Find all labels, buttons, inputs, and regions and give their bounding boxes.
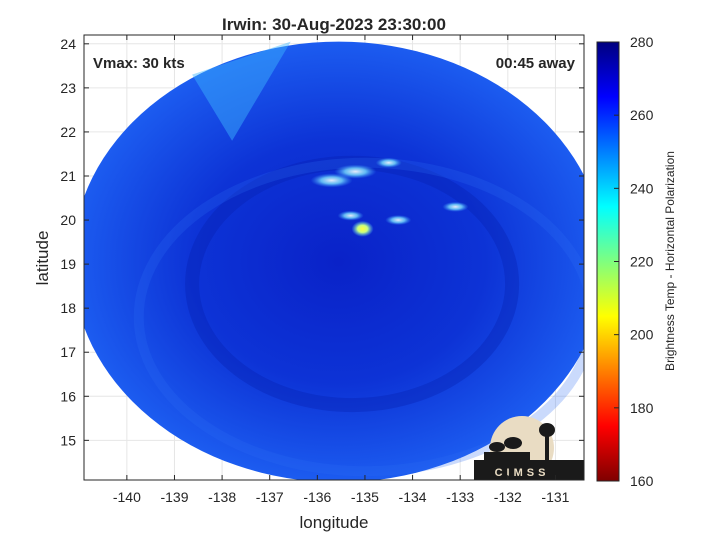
y-tick-label-4: 19 bbox=[60, 256, 76, 272]
chart-title: Irwin: 30-Aug-2023 23:30:00 bbox=[222, 15, 446, 34]
microwave-swath bbox=[84, 41, 584, 480]
x-tick-label-2: -138 bbox=[208, 489, 236, 505]
y-tick-label-5: 20 bbox=[60, 212, 76, 228]
x-tick-label-1: -139 bbox=[160, 489, 188, 505]
x-tick-label-0: -140 bbox=[113, 489, 141, 505]
x-tick-label-6: -134 bbox=[399, 489, 427, 505]
colorbar-label: Brightness Temp - Horizontal Polarizatio… bbox=[663, 151, 677, 371]
colorbar-tick-label-5: 260 bbox=[630, 107, 654, 123]
convective-feature-3 bbox=[310, 173, 353, 188]
x-tick-label-8: -132 bbox=[494, 489, 522, 505]
convective-feature-1 bbox=[337, 210, 364, 221]
convective-feature-4 bbox=[375, 157, 402, 168]
vmax-annotation: Vmax: 30 kts bbox=[93, 55, 185, 72]
scan-wedge bbox=[192, 41, 291, 141]
colorbar-tick-label-1: 180 bbox=[630, 400, 654, 416]
convective-feature-0 bbox=[351, 220, 374, 237]
convective-feature-5 bbox=[385, 215, 412, 226]
colorbar-ticks: 160 180 200 220 240 260 280 bbox=[614, 34, 654, 489]
colorbar-tick-label-6: 280 bbox=[630, 34, 654, 50]
colorbar-tick-label-0: 160 bbox=[630, 473, 654, 489]
swath-layer bbox=[84, 41, 584, 480]
x-tick-label-7: -133 bbox=[446, 489, 474, 505]
colorbar-tick-label-2: 200 bbox=[630, 327, 654, 343]
y-tick-label-6: 21 bbox=[60, 168, 76, 184]
y-axis-label: latitude bbox=[33, 231, 52, 286]
y-tick-label-9: 24 bbox=[60, 36, 76, 52]
axes-box bbox=[83, 34, 585, 481]
logo-text: CIMSS bbox=[495, 467, 550, 479]
axis-ticks: -140 -139 -138 -137 -136 -135 -134 -133 -132 -131… bbox=[60, 35, 584, 505]
convective-feature-6 bbox=[442, 201, 469, 212]
x-tick-label-5: -135 bbox=[351, 489, 379, 505]
time-away-annotation: 00:45 away bbox=[496, 55, 576, 72]
x-tick-label-3: -137 bbox=[256, 489, 284, 505]
y-tick-label-1: 16 bbox=[60, 388, 76, 404]
y-tick-label-2: 17 bbox=[60, 344, 76, 360]
y-tick-label-3: 18 bbox=[60, 300, 76, 316]
colorbar-tick-label-3: 220 bbox=[630, 254, 654, 270]
y-tick-label-8: 23 bbox=[60, 80, 76, 96]
x-axis-label: longitude bbox=[299, 513, 368, 532]
y-tick-label-0: 15 bbox=[60, 432, 76, 448]
y-tick-label-7: 22 bbox=[60, 124, 76, 140]
colorbar-tick-label-4: 240 bbox=[630, 180, 654, 196]
x-tick-label-4: -136 bbox=[303, 489, 331, 505]
rainband-ring bbox=[185, 155, 520, 413]
outer-band-ring bbox=[133, 157, 584, 477]
x-tick-label-9: -131 bbox=[541, 489, 569, 505]
cimss-logo: CIMSS bbox=[474, 416, 584, 480]
